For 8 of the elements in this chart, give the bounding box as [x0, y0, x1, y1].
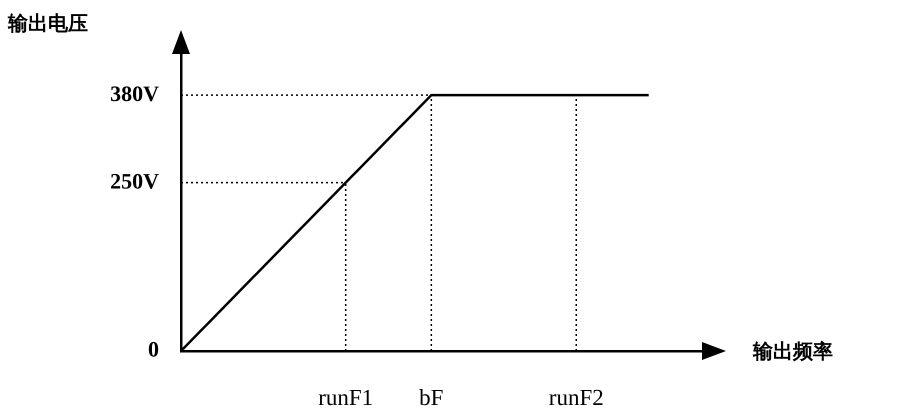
y-tick-label: 380V — [110, 80, 160, 106]
y-axis-title: 输出电压 — [8, 10, 88, 37]
y-tick-label: 250V — [110, 168, 160, 194]
x-tick-label: runF2 — [548, 384, 604, 410]
x-tick-label: bF — [419, 384, 444, 410]
x-tick-label: runF1 — [318, 384, 374, 410]
y-tick-label: 0 — [148, 336, 159, 362]
x-axis-title: 输出频率 — [753, 338, 833, 365]
